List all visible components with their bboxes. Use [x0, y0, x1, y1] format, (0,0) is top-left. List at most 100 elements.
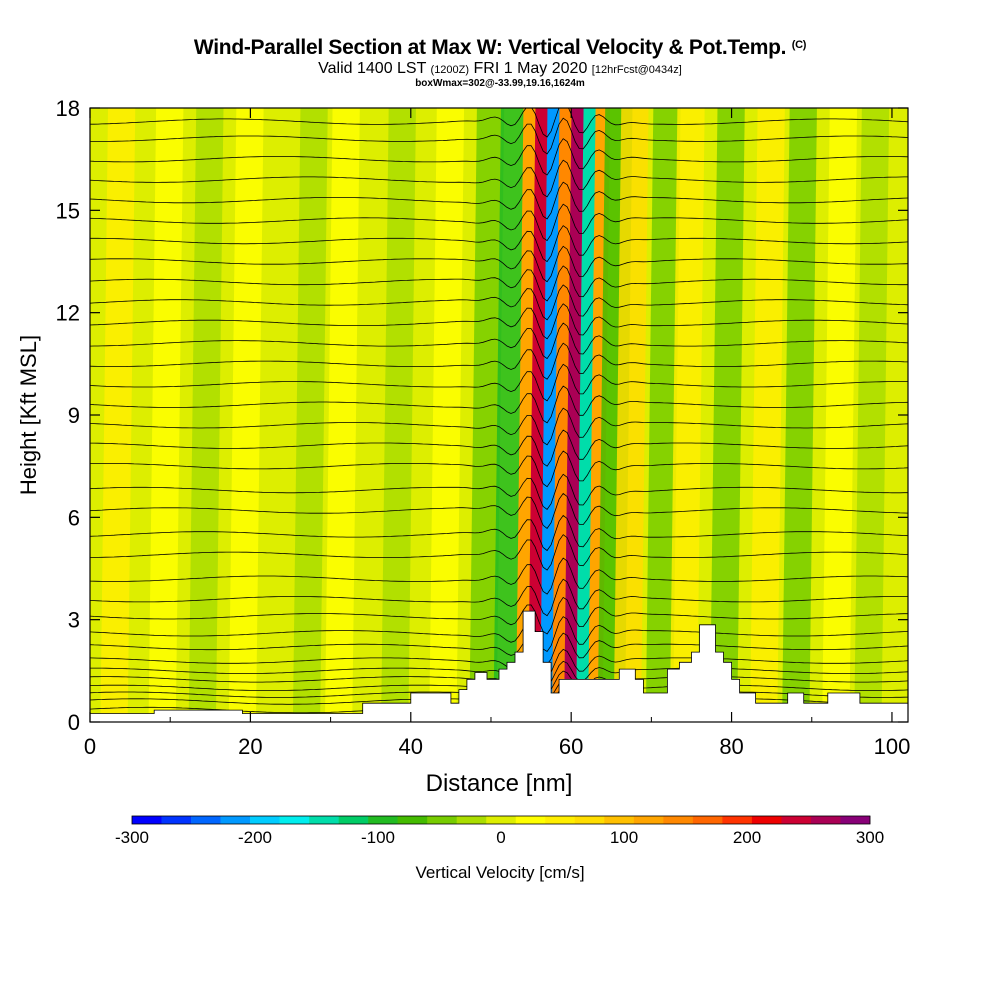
- colorbar-swatch: [663, 816, 694, 824]
- y-tick-label: 18: [56, 96, 80, 121]
- isentrope-line: [90, 450, 908, 488]
- colorbar-swatch: [427, 816, 458, 824]
- chart-subtitle-box: boxWmax=302@-33.99,19.16,1624m: [415, 78, 585, 89]
- chart-title: Wind-Parallel Section at Max W: Vertical…: [0, 36, 1000, 60]
- y-tick-label: 12: [56, 301, 80, 326]
- isentrope-line: [90, 429, 908, 467]
- isentrope-line: [90, 648, 908, 678]
- terrain: [89, 610, 909, 723]
- copyright-mark: (C): [791, 39, 807, 51]
- colorbar-swatch: [840, 816, 871, 824]
- colorbar-frame: [131, 815, 871, 825]
- colorbar-swatch: [338, 816, 369, 824]
- velocity-band: [782, 108, 817, 722]
- x-tick-label: 0: [84, 734, 96, 759]
- isentrope-line: [90, 138, 908, 176]
- colorbar-tick-label: 0: [496, 828, 505, 847]
- colorbar-swatch: [220, 816, 251, 824]
- velocity-band: [100, 108, 136, 722]
- isentrope-line: [90, 534, 908, 571]
- x-tick-label: 20: [238, 734, 262, 759]
- colorbar-swatch: [604, 816, 635, 824]
- colorbar: -300 -200 -100 0 100 200 300: [115, 815, 884, 847]
- isentrope-line: [90, 159, 908, 198]
- velocity-band: [228, 108, 264, 722]
- colorbar-swatch: [279, 816, 310, 824]
- colorbar-swatch: [722, 816, 753, 824]
- colorbar-tick-label: -100: [361, 828, 395, 847]
- colorbar-swatch: [486, 816, 517, 824]
- velocity-band: [292, 108, 328, 722]
- colorbar-swatch: [191, 816, 221, 824]
- velocity-band: [750, 108, 785, 722]
- colorbar-swatch: [751, 816, 782, 824]
- y-axis-label: Height [Kft MSL]: [16, 335, 41, 495]
- colorbar-swatch: [368, 816, 398, 824]
- isentrope-line: [90, 616, 908, 653]
- colorbar-swatch: [692, 816, 723, 824]
- isentrope-line: [90, 203, 908, 242]
- isentrope-line: [90, 117, 908, 155]
- velocity-band: [669, 108, 705, 722]
- isentrope-line: [90, 225, 908, 263]
- velocity-band: [563, 108, 586, 722]
- velocity-band: [429, 108, 465, 722]
- colorbar-swatch: [574, 816, 605, 824]
- velocity-band: [575, 108, 599, 722]
- isentrope-line: [90, 363, 908, 402]
- velocity-band: [709, 108, 745, 722]
- isentrope-line: [90, 265, 908, 302]
- x-tick-label: 80: [719, 734, 743, 759]
- colorbar-tick-label: 100: [610, 828, 638, 847]
- subtitle-valid: Valid 1400 LST: [318, 60, 431, 77]
- colorbar-swatch: [633, 816, 664, 824]
- axes: 0 20 40 60 80 100 0 3 6 9 12 15 18: [56, 96, 911, 759]
- chart-title-text: Wind-Parallel Section at Max W: Vertical…: [193, 36, 787, 59]
- isentrope-line: [90, 514, 908, 552]
- colorbar-title: Vertical Velocity [cm/s]: [415, 863, 585, 882]
- isentrope-line: [90, 473, 908, 510]
- colorbar-swatch: [810, 816, 841, 824]
- velocity-band: [822, 108, 858, 722]
- isentrope-line: [90, 108, 908, 138]
- subtitle-forecast: [12hrFcst@0434z]: [591, 64, 682, 76]
- isentrope-line: [90, 181, 908, 220]
- x-tick-label: 40: [399, 734, 423, 759]
- y-tick-label: 3: [68, 608, 80, 633]
- isentrope-line: [90, 342, 908, 380]
- isentrope-line: [90, 322, 908, 360]
- x-tick-label: 100: [874, 734, 911, 759]
- terrain-profile: [89, 610, 909, 723]
- isentrope-line: [90, 245, 908, 283]
- isentrope-line: [90, 492, 908, 529]
- y-tick-label: 9: [68, 403, 80, 428]
- colorbar-tick-label: 300: [856, 828, 884, 847]
- isentrope-line: [90, 632, 908, 665]
- isentrope-line: [90, 385, 908, 424]
- colorbar-swatch: [132, 816, 162, 824]
- colorbar-tick-label: -200: [238, 828, 272, 847]
- isentrope-line: [90, 284, 908, 321]
- colorbar-swatch: [781, 816, 812, 824]
- isentrope-line: [90, 557, 908, 595]
- isentrope-line: [90, 303, 908, 340]
- isentrope-line: [90, 596, 908, 635]
- velocity-field: [90, 108, 908, 722]
- colorbar-swatch: [161, 816, 192, 824]
- velocity-band: [854, 108, 890, 722]
- colorbar-swatch: [545, 816, 576, 824]
- colorbar-swatch: [515, 816, 546, 824]
- isentrope-line: [90, 578, 908, 617]
- x-tick-label: 60: [559, 734, 583, 759]
- colorbar-swatch: [397, 816, 428, 824]
- velocity-band: [148, 108, 184, 722]
- subtitle-date: FRI 1 May 2020: [469, 60, 592, 77]
- isentropes: [90, 108, 908, 719]
- colorbar-tick-label: -300: [115, 828, 149, 847]
- x-axis-label: Distance [nm]: [426, 770, 573, 797]
- subtitle-utc: (1200Z): [430, 64, 470, 76]
- y-tick-label: 0: [68, 710, 80, 735]
- velocity-band: [515, 108, 538, 722]
- colorbar-swatch: [250, 816, 280, 824]
